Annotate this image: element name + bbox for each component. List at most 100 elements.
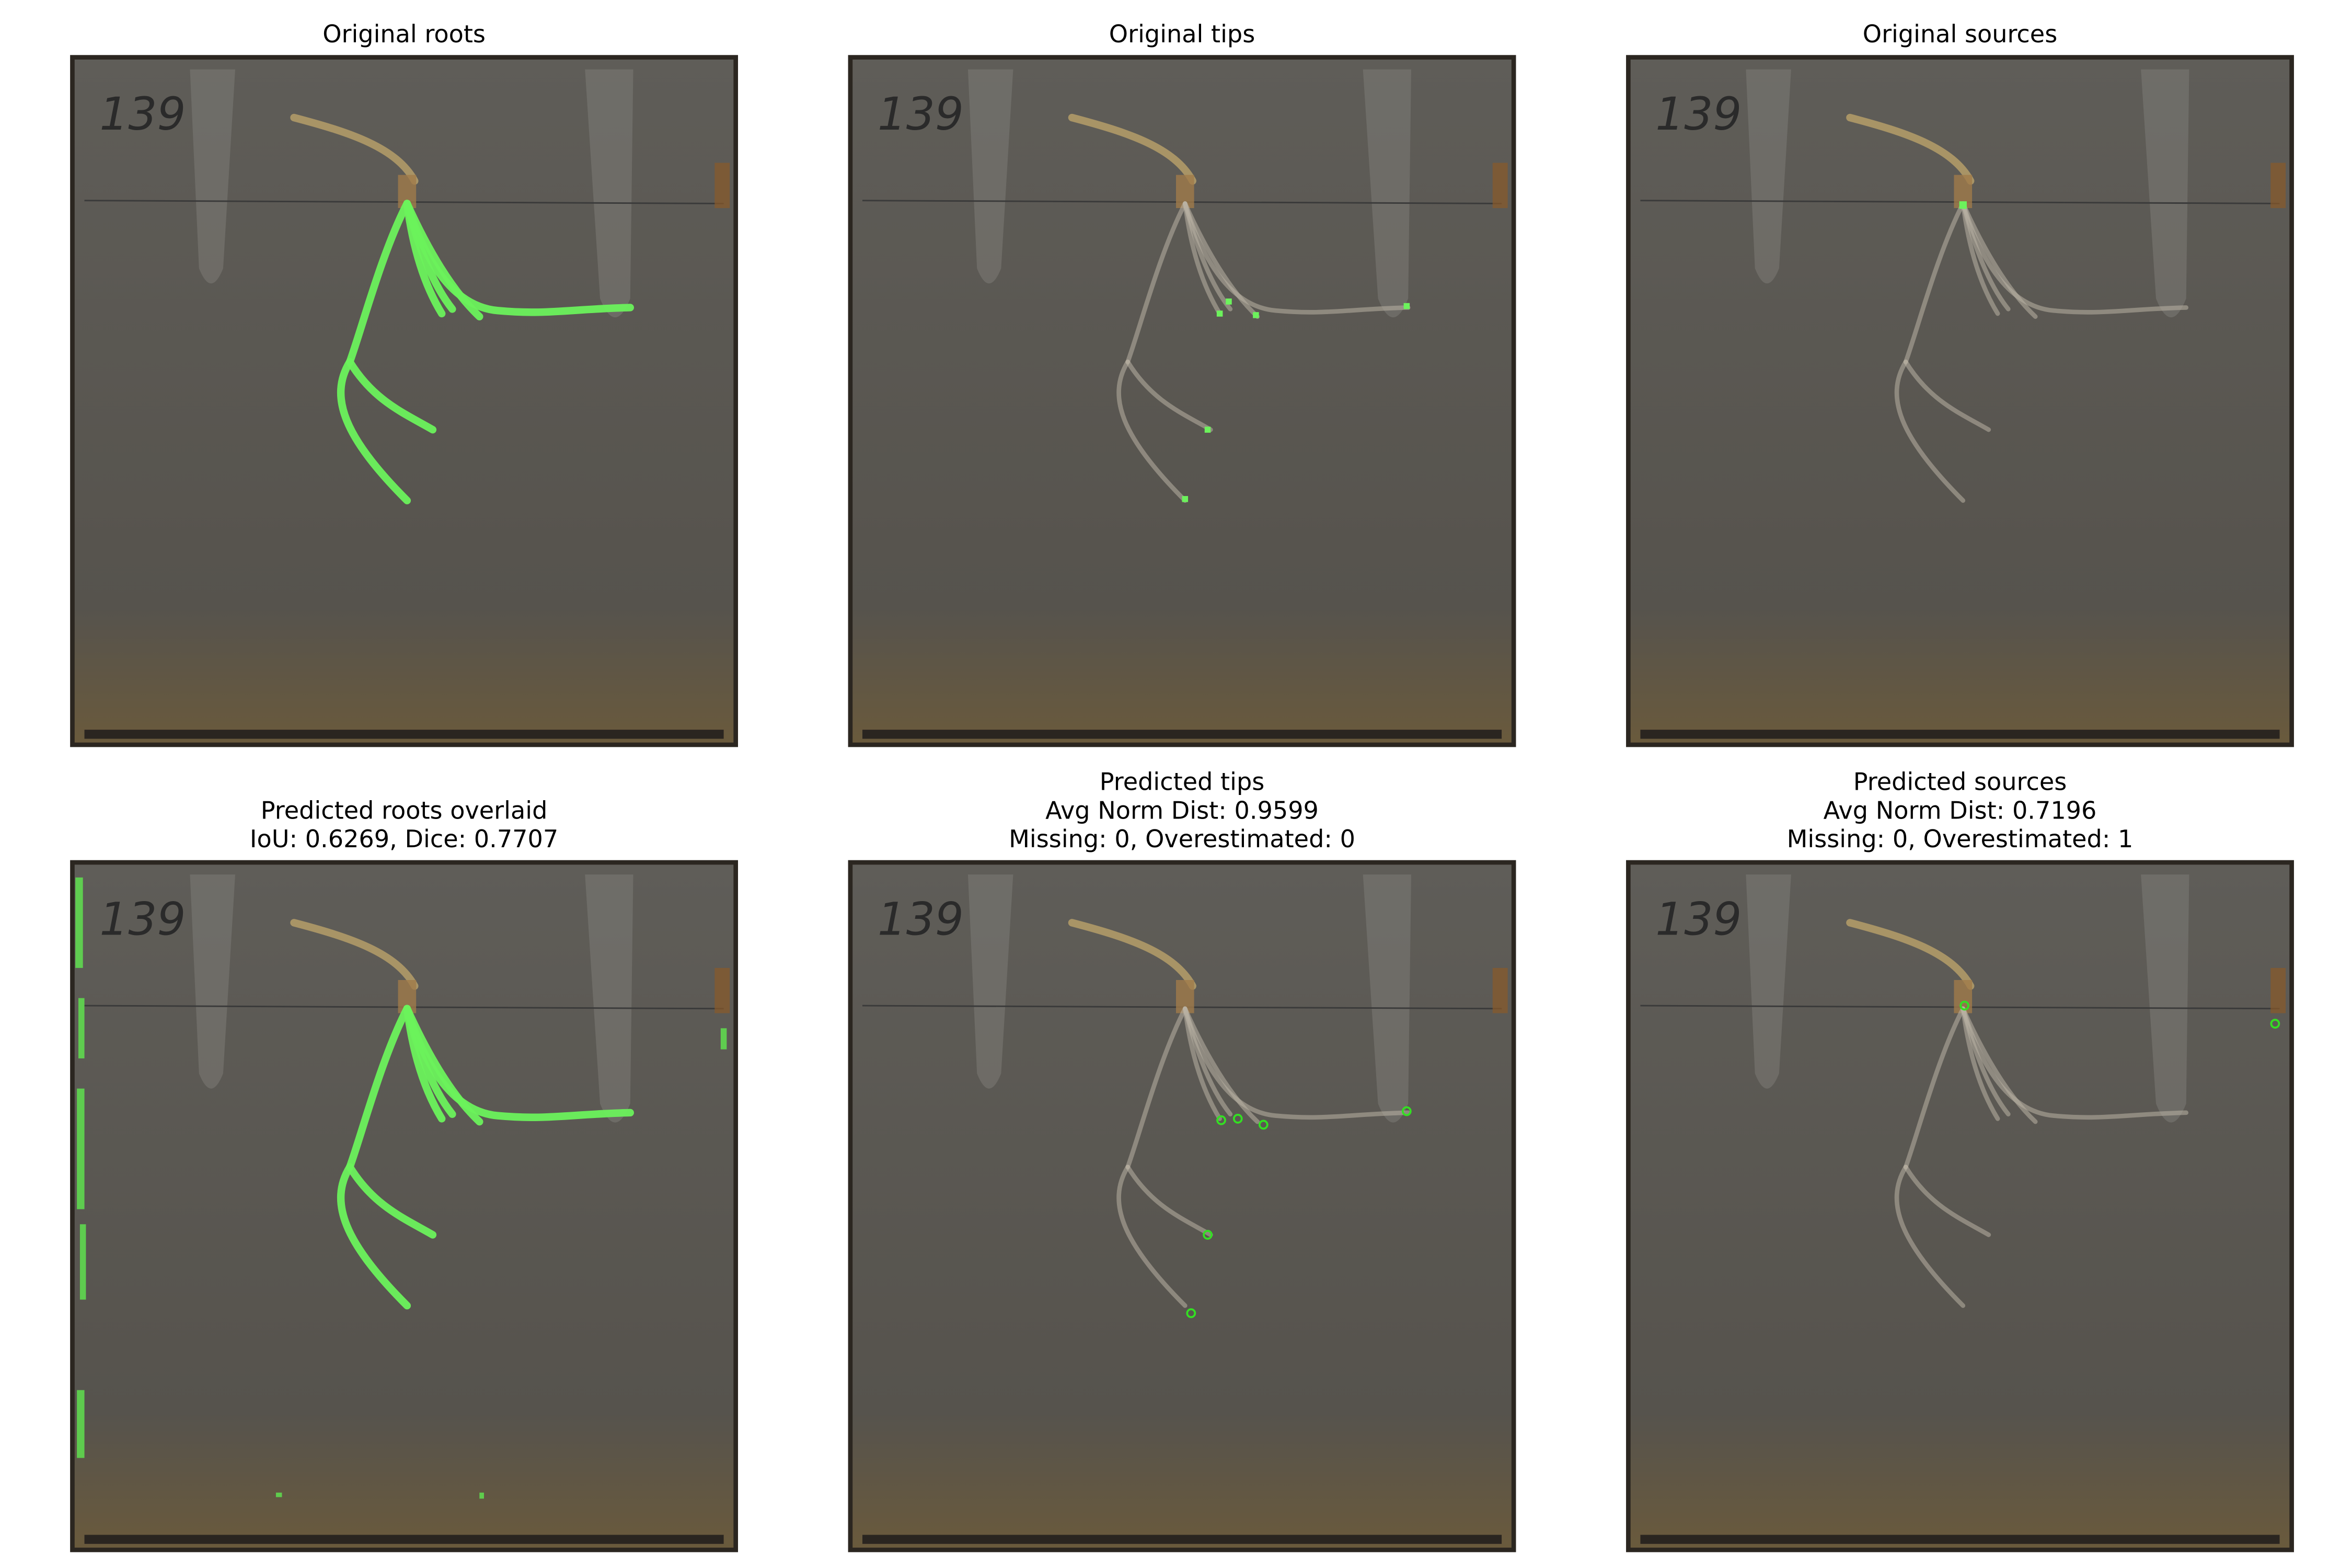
plate-image: 139: [70, 55, 739, 747]
plate-bottom-rim: [84, 1535, 724, 1544]
tip-marker: [1226, 298, 1232, 305]
plate-label: 139: [99, 88, 186, 141]
tube: [585, 874, 633, 1123]
seed: [1846, 113, 1975, 185]
panel-title: Avg Norm Dist: 0.9599: [1045, 796, 1319, 824]
plate-edge: [2270, 163, 2286, 209]
root: [1125, 1165, 1213, 1237]
root: [1903, 359, 1991, 432]
plate-edge: [714, 163, 730, 209]
plate-image: 139: [848, 860, 1516, 1552]
plate-bottom-rim: [862, 1535, 1502, 1544]
plate-bottom-rim: [862, 730, 1502, 739]
panel-title: Predicted roots overlaid: [261, 796, 548, 824]
plate-bottom-rim: [1640, 730, 2280, 739]
tip-marker: [1253, 312, 1259, 318]
plate-label: 139: [99, 893, 186, 946]
tube: [967, 874, 1013, 1089]
seed: [1846, 919, 1975, 990]
panel-title: Original tips: [1109, 20, 1255, 48]
plate: [848, 55, 1516, 747]
panel-title: IoU: 0.6269, Dice: 0.7707: [250, 825, 558, 853]
root: [1961, 201, 2038, 319]
plate: [70, 55, 739, 747]
root: [1116, 1165, 1187, 1308]
root: [337, 1163, 411, 1310]
seed: [290, 113, 419, 185]
plate-label: 139: [1655, 88, 1742, 141]
panel-title: Avg Norm Dist: 0.7196: [1824, 796, 2097, 824]
plate-image: 139: [70, 860, 739, 1552]
panel-title: Predicted tips: [1100, 768, 1265, 796]
plate-image: 139: [848, 55, 1516, 747]
tube: [1746, 874, 1791, 1089]
tube: [2141, 69, 2189, 318]
plate-edge: [1492, 967, 1508, 1013]
seed: [1068, 113, 1196, 185]
false-positive: [77, 1088, 85, 1209]
root: [403, 200, 483, 320]
root: [1961, 1006, 2011, 1117]
tip-marker: [1403, 303, 1410, 309]
root: [337, 358, 411, 504]
source-marker: [2270, 1019, 2280, 1029]
tube: [1363, 874, 1411, 1123]
plate-edge: [2270, 967, 2286, 1013]
tip-marker: [1258, 1120, 1269, 1130]
false-positive: [79, 1224, 86, 1300]
tip-marker: [1203, 1230, 1213, 1240]
root: [1125, 359, 1213, 432]
root: [1961, 201, 2011, 312]
false-positive: [479, 1492, 484, 1499]
tip-marker: [1216, 310, 1223, 317]
false-positive: [720, 1028, 727, 1050]
plate-label: 139: [878, 88, 964, 141]
root: [1182, 1006, 1233, 1117]
false-positive: [77, 1390, 85, 1458]
seed: [1068, 919, 1196, 990]
false-positive: [275, 1492, 282, 1497]
root: [1182, 201, 1260, 319]
tube: [190, 874, 235, 1089]
plate: [848, 860, 1516, 1552]
root: [346, 200, 411, 366]
root: [1961, 201, 2189, 315]
root: [1182, 1006, 1411, 1120]
plate: [1626, 860, 2294, 1552]
root: [346, 358, 437, 434]
root: [1182, 1006, 1260, 1124]
source-marker: [1959, 201, 1967, 209]
plate-bottom-rim: [84, 730, 724, 739]
source-marker: [1959, 1000, 1970, 1011]
root: [346, 1005, 411, 1171]
plate-label: 139: [1655, 893, 1742, 946]
tip-marker: [1216, 1115, 1226, 1125]
panel-title: Missing: 0, Overestimated: 0: [1009, 825, 1355, 853]
tube: [1746, 69, 1791, 284]
root: [1116, 359, 1187, 503]
plate-label: 139: [878, 893, 964, 946]
root: [1125, 1006, 1187, 1170]
panel-title: Original roots: [322, 20, 486, 48]
root: [1961, 1006, 2038, 1124]
tip-marker: [1186, 1308, 1196, 1318]
root: [1125, 201, 1187, 364]
false-positive: [78, 998, 85, 1058]
plate-edge: [1492, 163, 1508, 209]
root: [1182, 201, 1411, 315]
plate-edge: [714, 967, 730, 1013]
panel-title: Missing: 0, Overestimated: 1: [1787, 825, 2134, 853]
tip-marker: [1232, 1114, 1243, 1124]
false-positive: [75, 877, 83, 968]
root: [1903, 201, 1966, 364]
tube: [967, 69, 1013, 284]
root: [1961, 1006, 2189, 1120]
root: [1894, 359, 1966, 503]
plate: [70, 860, 739, 1552]
plate-bottom-rim: [1640, 1535, 2280, 1544]
root: [1903, 1006, 1966, 1170]
root: [403, 1005, 483, 1126]
plate-image: 139: [1626, 55, 2294, 747]
